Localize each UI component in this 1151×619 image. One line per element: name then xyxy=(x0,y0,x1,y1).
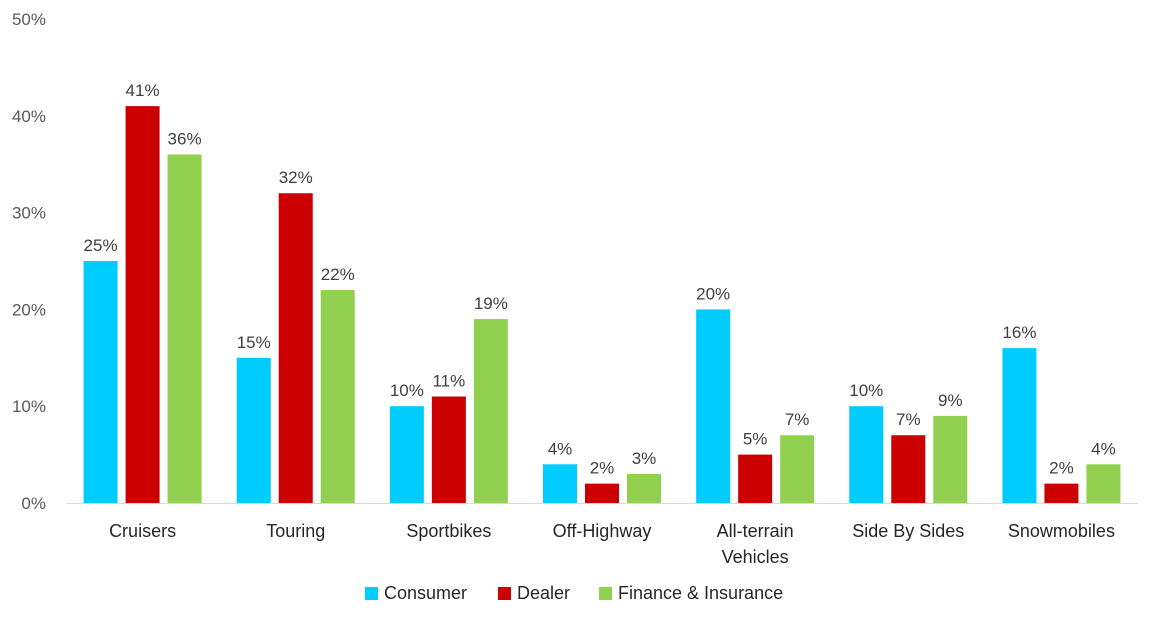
data-label: 36% xyxy=(168,130,202,149)
data-label: 5% xyxy=(743,430,768,449)
bar-consumer xyxy=(696,309,731,503)
bar-finance-insurance xyxy=(933,415,968,503)
y-tick-label: 30% xyxy=(12,204,46,223)
bar-consumer xyxy=(1002,348,1037,503)
data-label: 41% xyxy=(126,81,160,100)
bar-consumer xyxy=(849,406,884,503)
data-label: 9% xyxy=(938,391,963,410)
data-label: 3% xyxy=(632,449,657,468)
data-label: 25% xyxy=(84,236,118,255)
data-label: 20% xyxy=(696,284,730,303)
data-label: 7% xyxy=(896,410,921,429)
data-label: 10% xyxy=(390,381,424,400)
x-category-label: Touring xyxy=(266,521,325,541)
y-tick-label: 20% xyxy=(12,300,46,319)
legend-swatch xyxy=(599,587,612,600)
bar-consumer xyxy=(389,406,424,503)
bar-finance-insurance xyxy=(627,473,661,503)
x-category-label: Snowmobiles xyxy=(1008,521,1115,541)
data-label: 22% xyxy=(321,265,355,284)
legend-label: Consumer xyxy=(384,583,467,603)
legend-swatch xyxy=(365,587,378,600)
x-category-label: All-terrain xyxy=(717,521,794,541)
legend-swatch xyxy=(498,587,511,600)
bar-dealer xyxy=(1044,483,1079,503)
data-label: 4% xyxy=(1091,439,1116,458)
data-label: 19% xyxy=(474,294,508,313)
x-category-label: Cruisers xyxy=(109,521,176,541)
bar-dealer xyxy=(125,106,160,504)
bar-finance-insurance xyxy=(1086,464,1121,503)
x-category-label: Side By Sides xyxy=(852,521,964,541)
bar-consumer xyxy=(543,464,577,503)
x-category-label: Off-Highway xyxy=(553,521,652,541)
data-label: 10% xyxy=(849,381,883,400)
data-label: 15% xyxy=(237,333,271,352)
bar-dealer xyxy=(585,483,619,503)
bar-dealer xyxy=(431,396,466,503)
data-label: 2% xyxy=(590,459,615,478)
legend-label: Finance & Insurance xyxy=(618,583,783,603)
y-tick-label: 40% xyxy=(12,107,46,126)
bar-dealer xyxy=(738,454,773,503)
bar-finance-insurance xyxy=(320,290,355,503)
data-label: 2% xyxy=(1049,459,1074,478)
bar-finance-insurance xyxy=(167,154,202,503)
bar-finance-insurance xyxy=(473,319,508,503)
bar-dealer xyxy=(891,435,926,503)
y-tick-label: 0% xyxy=(21,494,46,513)
data-label: 16% xyxy=(1002,323,1036,342)
bar-finance-insurance xyxy=(780,435,815,503)
y-tick-label: 10% xyxy=(12,397,46,416)
x-category-label: Vehicles xyxy=(722,547,789,567)
y-tick-label: 50% xyxy=(12,10,46,29)
data-label: 11% xyxy=(432,372,465,391)
legend-label: Dealer xyxy=(517,583,570,603)
data-label: 7% xyxy=(785,410,810,429)
bar-consumer xyxy=(83,261,118,503)
bar-consumer xyxy=(236,357,271,503)
data-label: 32% xyxy=(279,168,313,187)
x-category-label: Sportbikes xyxy=(406,521,491,541)
data-label: 4% xyxy=(548,439,573,458)
bar-dealer xyxy=(278,193,313,504)
